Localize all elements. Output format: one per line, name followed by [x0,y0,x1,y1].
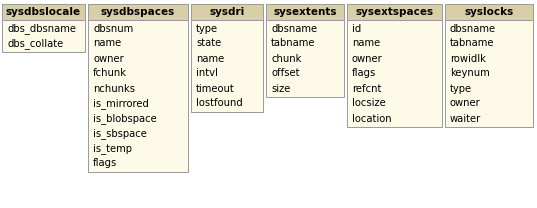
Text: owner: owner [450,99,481,109]
Bar [2,20,85,52]
Text: owner: owner [93,53,124,63]
Text: location: location [352,114,391,124]
Text: dbsname: dbsname [450,24,496,33]
Text: name: name [196,53,224,63]
Text: refcnt: refcnt [352,83,381,94]
Bar [191,20,263,112]
Text: sysdri: sysdri [209,7,245,17]
Text: type: type [450,83,472,94]
Bar [347,4,442,20]
Bar [266,20,344,97]
Text: sysextents: sysextents [273,7,337,17]
Text: flags: flags [352,68,376,78]
Bar [88,4,188,20]
Text: intvl: intvl [196,68,218,78]
Text: dbs_collate: dbs_collate [7,38,63,49]
Text: is_temp: is_temp [93,143,132,154]
Bar [88,20,188,172]
Text: dbs_dbsname: dbs_dbsname [7,23,76,34]
Text: type: type [196,24,218,33]
Text: tabname: tabname [450,38,495,48]
Text: fchunk: fchunk [93,68,127,78]
Text: nchunks: nchunks [93,83,135,94]
Bar [2,4,85,20]
Text: is_sbspace: is_sbspace [93,128,147,139]
Text: flags: flags [93,158,117,168]
Text: timeout: timeout [196,83,235,94]
Text: waiter: waiter [450,114,481,124]
Text: chunk: chunk [271,53,301,63]
Text: rowidlk: rowidlk [450,53,486,63]
Text: is_mirrored: is_mirrored [93,98,149,109]
Text: state: state [196,38,221,48]
Text: sysdbspaces: sysdbspaces [101,7,175,17]
Text: dbsnum: dbsnum [93,24,133,33]
Text: size: size [271,83,291,94]
Bar [347,20,442,127]
Text: name: name [352,38,380,48]
Text: dbsname: dbsname [271,24,317,33]
Text: keynum: keynum [450,68,490,78]
Text: tabname: tabname [271,38,316,48]
Text: owner: owner [352,53,383,63]
Text: locsize: locsize [352,99,386,109]
Text: id: id [352,24,361,33]
Text: name: name [93,38,121,48]
Text: sysextspaces: sysextspaces [355,7,433,17]
Text: syslocks: syslocks [465,7,513,17]
Text: sysdbslocale: sysdbslocale [6,7,81,17]
Bar [266,4,344,20]
Text: is_blobspace: is_blobspace [93,113,157,124]
Text: lostfound: lostfound [196,99,243,109]
Text: offset: offset [271,68,300,78]
Bar [445,20,533,127]
Bar [445,4,533,20]
Bar [191,4,263,20]
